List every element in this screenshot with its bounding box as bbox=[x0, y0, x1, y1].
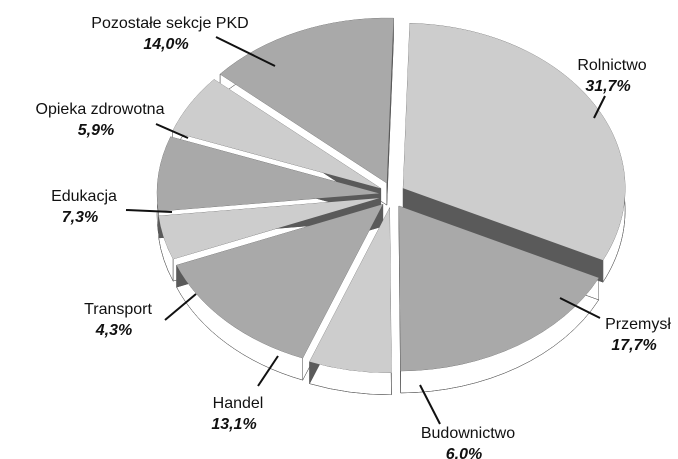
slice-label: Pozostałe sekcje PKD bbox=[91, 15, 248, 32]
leader-line bbox=[559, 297, 601, 319]
slice-value: 4,3% bbox=[95, 322, 132, 339]
slice-value: 5,9% bbox=[78, 122, 114, 139]
slice-value: 17,7% bbox=[611, 337, 656, 354]
slice-value: 13,1% bbox=[211, 416, 256, 433]
slice-value: 6.0% bbox=[446, 446, 482, 459]
slice bbox=[157, 136, 380, 212]
slice-label: Opieka zdrowotna bbox=[36, 101, 165, 118]
leader-line bbox=[419, 384, 441, 425]
leader-line bbox=[155, 123, 189, 139]
leader-line bbox=[215, 36, 276, 67]
slice-value: 31,7% bbox=[585, 78, 630, 95]
slice bbox=[176, 204, 383, 359]
slice bbox=[172, 79, 381, 189]
slice-value: 7,3% bbox=[62, 209, 98, 226]
slice-label: Handel bbox=[213, 395, 264, 412]
slice-label: Rolnictwo bbox=[577, 57, 646, 74]
slice-label: Transport bbox=[84, 301, 152, 318]
slice bbox=[158, 198, 380, 260]
slice-label: Przemysł bbox=[605, 316, 671, 333]
leader-line bbox=[593, 95, 606, 119]
pie-tops bbox=[157, 18, 626, 373]
slice-label: Edukacja bbox=[51, 188, 117, 205]
slice bbox=[398, 205, 599, 371]
slice-value: 14,0% bbox=[143, 36, 188, 53]
slice bbox=[403, 23, 626, 261]
slice bbox=[309, 207, 392, 373]
leader-line bbox=[125, 209, 173, 213]
leader-line bbox=[164, 293, 197, 321]
slice-label: Budownictwo bbox=[421, 425, 515, 442]
leader-line bbox=[257, 355, 279, 387]
